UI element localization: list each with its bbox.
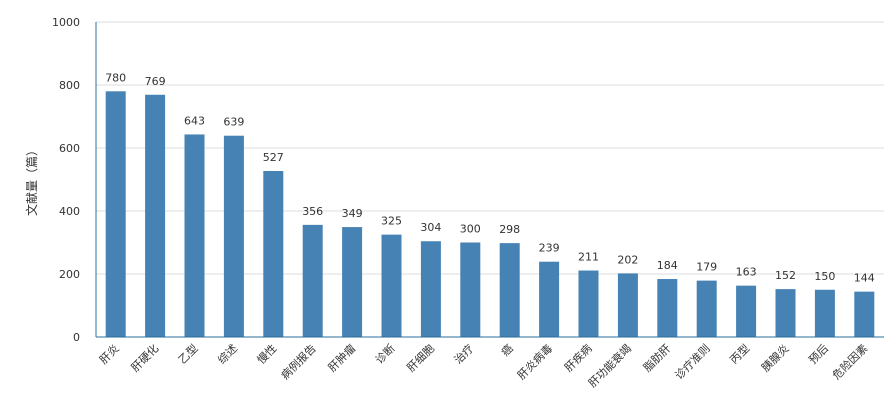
- data-label: 639: [223, 116, 244, 129]
- data-labels: 780 769 643 639 527 356 349 325 304 300 298 239 211 2…: [105, 71, 875, 284]
- y-tick-labels: 0 200 400 600 800 1000: [52, 16, 80, 344]
- data-label: 356: [302, 205, 323, 218]
- bar: [578, 270, 599, 337]
- data-label: 769: [145, 75, 166, 88]
- x-tick-label: 综述: [215, 341, 240, 366]
- bar: [145, 94, 166, 337]
- data-label: 152: [775, 269, 796, 282]
- data-label: 184: [657, 259, 678, 272]
- x-tick-label: 胰腺炎: [758, 341, 791, 374]
- x-tick-label: 乙型: [175, 341, 200, 366]
- data-label: 179: [696, 261, 717, 274]
- y-tick-label: 600: [59, 142, 80, 155]
- x-tick-label: 病例报告: [278, 341, 319, 382]
- data-label: 239: [539, 242, 560, 255]
- data-label: 144: [854, 272, 875, 285]
- bar: [223, 135, 244, 337]
- x-tick-label: 诊疗准则: [672, 341, 713, 382]
- data-label: 349: [342, 207, 363, 220]
- data-label: 300: [460, 223, 481, 236]
- bar: [696, 280, 717, 337]
- bar: [263, 170, 284, 337]
- y-tick-label: 800: [59, 79, 80, 92]
- data-label: 527: [263, 151, 284, 164]
- data-label: 780: [105, 71, 126, 84]
- x-tick-label: 诊断: [372, 341, 397, 366]
- x-tick-label: 危险因素: [829, 341, 870, 382]
- y-tick-label: 0: [73, 331, 80, 344]
- x-tick-label: 癌: [498, 341, 516, 359]
- data-label: 298: [499, 223, 520, 236]
- bar: [854, 291, 875, 337]
- bar: [420, 241, 441, 337]
- y-tick-label: 1000: [52, 16, 80, 29]
- gridlines: [96, 21, 884, 275]
- data-label: 150: [814, 270, 835, 283]
- x-tick-labels: 肝炎 肝硬化 乙型 综述 慢性 病例报告 肝肿瘤 诊断 肝细胞 治疗 癌肝炎病毒 肝疾病肝功能衰竭 脂肪…: [97, 341, 870, 390]
- x-tick-label: 肝细胞: [404, 342, 437, 375]
- x-tick-label: 肝肿瘤: [325, 341, 358, 374]
- bar: [775, 289, 796, 337]
- bar: [381, 234, 402, 337]
- bar: [499, 243, 520, 337]
- x-tick-label: 治疗: [451, 341, 476, 366]
- x-tick-label: 肝炎: [97, 342, 122, 367]
- data-label: 211: [578, 251, 599, 264]
- y-tick-label: 200: [59, 268, 80, 281]
- bar: [105, 91, 126, 337]
- bar: [539, 261, 560, 337]
- bar: [814, 289, 835, 337]
- bar: [736, 285, 757, 337]
- data-label: 202: [617, 253, 638, 266]
- bar: [460, 242, 481, 337]
- bars: [105, 91, 875, 337]
- y-tick-label: 400: [59, 205, 80, 218]
- y-axis-label: 文献量（篇）: [24, 144, 39, 216]
- x-tick-label: 肝硬化: [128, 341, 161, 374]
- bar: [184, 134, 205, 337]
- x-tick-label: 肝功能衰竭: [585, 341, 634, 390]
- data-label: 163: [736, 266, 757, 279]
- x-tick-label: 肝疾病: [561, 341, 594, 374]
- x-tick-label: 脂肪肝: [640, 341, 673, 374]
- x-tick-label: 慢性: [254, 341, 279, 366]
- x-tick-label: 肝炎病毒: [514, 341, 555, 382]
- data-label: 643: [184, 114, 205, 127]
- bar: [302, 224, 323, 337]
- x-tick-label: 丙型: [727, 341, 752, 366]
- bar: [342, 227, 363, 337]
- data-label: 304: [420, 221, 441, 234]
- data-label: 325: [381, 215, 402, 228]
- x-tick-label: 预后: [806, 342, 831, 367]
- bar: [657, 279, 678, 337]
- bar: [617, 273, 638, 337]
